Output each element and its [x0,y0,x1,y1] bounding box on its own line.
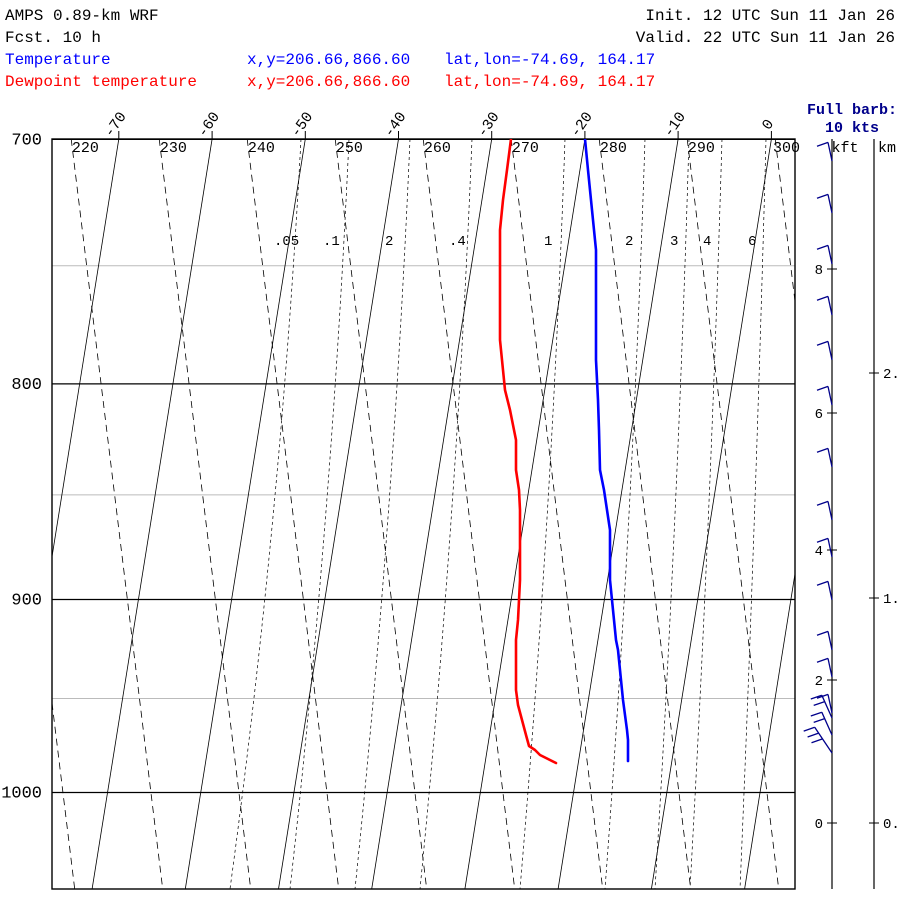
svg-text:0.: 0. [883,817,900,833]
svg-text:1000: 1000 [1,785,42,804]
svg-text:290: 290 [688,140,715,157]
svg-text:-20: -20 [567,109,596,141]
svg-text:1.: 1. [883,592,900,608]
svg-text:240: 240 [248,140,275,157]
svg-text:kft: kft [831,140,858,157]
svg-text:-30: -30 [474,109,503,141]
svg-text:10 kts: 10 kts [825,120,879,137]
svg-text:900: 900 [11,592,42,611]
svg-text:3: 3 [670,234,678,250]
svg-text:Init. 12 UTC Sun 11 Jan 26: Init. 12 UTC Sun 11 Jan 26 [645,7,895,25]
svg-text:x,y=206.66,866.60: x,y=206.66,866.60 [247,73,410,91]
svg-text:6: 6 [815,407,823,423]
svg-text:lat,lon=-74.69, 164.17: lat,lon=-74.69, 164.17 [444,51,655,69]
svg-text:8: 8 [815,263,823,279]
svg-text:2: 2 [815,674,823,690]
svg-text:2: 2 [625,234,633,250]
svg-text:.1: .1 [323,234,340,250]
svg-text:-60: -60 [195,109,224,141]
svg-text:km: km [878,140,896,157]
svg-text:0: 0 [759,116,778,133]
svg-text:2.: 2. [883,367,900,383]
svg-text:.05: .05 [274,234,299,250]
svg-text:Valid. 22 UTC Sun 11 Jan 26: Valid. 22 UTC Sun 11 Jan 26 [636,29,895,47]
svg-text:4: 4 [815,544,823,560]
svg-text:260: 260 [424,140,451,157]
svg-text:800: 800 [11,376,42,395]
svg-text:Dewpoint temperature: Dewpoint temperature [5,73,197,91]
svg-text:2: 2 [385,234,393,250]
svg-text:270: 270 [512,140,539,157]
svg-text:230: 230 [160,140,187,157]
svg-text:AMPS 0.89-km WRF: AMPS 0.89-km WRF [5,7,159,25]
svg-text:280: 280 [600,140,627,157]
svg-text:-50: -50 [288,109,317,141]
svg-text:0: 0 [815,817,823,833]
svg-text:Full barb:: Full barb: [807,102,897,119]
svg-text:300: 300 [773,140,800,157]
svg-text:.4: .4 [449,234,466,250]
svg-text:lat,lon=-74.69, 164.17: lat,lon=-74.69, 164.17 [444,73,655,91]
svg-text:-40: -40 [381,109,410,141]
svg-text:Fcst. 10 h: Fcst. 10 h [5,29,101,47]
svg-text:-70: -70 [101,109,130,141]
svg-text:700: 700 [11,131,42,150]
svg-text:1: 1 [544,234,552,250]
svg-text:6: 6 [748,234,756,250]
svg-text:-10: -10 [661,109,690,141]
svg-text:4: 4 [703,234,711,250]
svg-text:250: 250 [336,140,363,157]
svg-text:220: 220 [72,140,99,157]
svg-text:Temperature: Temperature [5,51,111,69]
svg-text:x,y=206.66,866.60: x,y=206.66,866.60 [247,51,410,69]
